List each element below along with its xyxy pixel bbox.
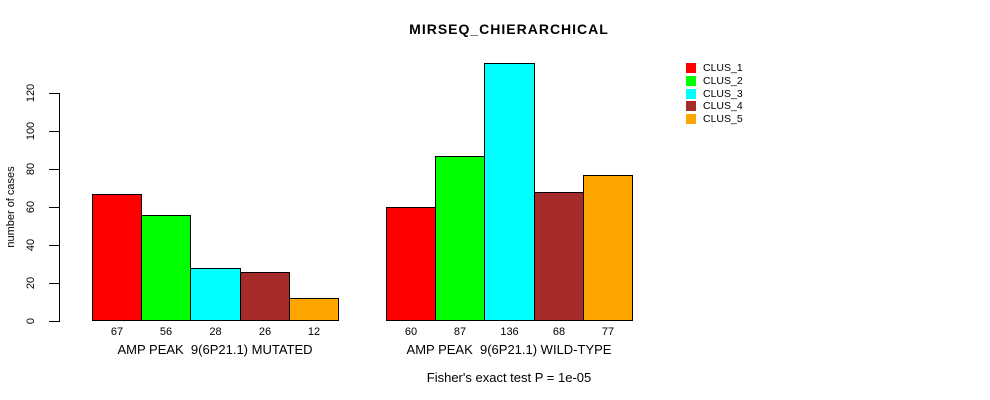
axis-tick	[49, 93, 59, 94]
legend-label: CLUS_4	[703, 100, 743, 112]
legend-swatch	[686, 76, 696, 86]
group-label: AMP PEAK 9(6P21.1) MUTATED	[117, 342, 313, 357]
axis-tick	[49, 207, 59, 208]
axis-tick	[49, 321, 59, 322]
axis-tick-label: 120	[25, 83, 37, 103]
chart-title: MIRSEQ_CHIERARCHICAL	[409, 21, 609, 37]
bar-value-label: 67	[110, 326, 124, 338]
y-axis-label: number of cases	[5, 166, 17, 248]
bar-value-label: 77	[601, 326, 615, 338]
legend-swatch	[686, 101, 696, 111]
bar	[435, 156, 485, 321]
bar-value-label: 56	[159, 326, 173, 338]
bar-value-label: 68	[552, 326, 566, 338]
legend: CLUS_1 CLUS_2 CLUS_3 CLUS_4 CLUS_5	[686, 63, 806, 133]
axis-tick-label: 20	[25, 276, 37, 290]
bar	[534, 192, 584, 321]
axis-tick	[49, 169, 59, 170]
legend-swatch	[686, 63, 696, 73]
bar-value-label: 87	[453, 326, 467, 338]
axis-tick	[49, 245, 59, 246]
axis-tick-label: 40	[25, 238, 37, 252]
bar-value-label: 26	[258, 326, 272, 338]
legend-label: CLUS_3	[703, 88, 743, 100]
legend-swatch	[686, 114, 696, 124]
bar-value-label: 136	[500, 326, 519, 338]
bar	[141, 215, 191, 321]
legend-label: CLUS_2	[703, 75, 743, 87]
bar	[190, 268, 241, 321]
bar	[484, 63, 535, 321]
bar	[386, 207, 436, 321]
legend-label: CLUS_1	[703, 62, 743, 74]
axis-tick-label: 80	[25, 162, 37, 176]
axis-tick-label: 0	[25, 317, 37, 325]
axis-tick	[49, 131, 59, 132]
bar	[583, 175, 633, 321]
bar-value-label: 28	[209, 326, 222, 338]
bar	[92, 194, 142, 321]
bar-value-label: 12	[307, 326, 321, 338]
bar-value-label: 60	[404, 326, 418, 338]
group-label: AMP PEAK 9(6P21.1) WILD-TYPE	[406, 342, 612, 357]
bar	[240, 272, 290, 321]
bar	[289, 298, 339, 321]
axis-tick-label: 60	[25, 200, 37, 214]
fisher-annotation: Fisher's exact test P = 1e-05	[426, 370, 592, 385]
axis-tick	[49, 283, 59, 284]
y-axis-line	[59, 93, 60, 322]
legend-swatch	[686, 89, 696, 99]
axis-tick-label: 100	[25, 121, 37, 141]
legend-label: CLUS_5	[703, 113, 743, 125]
